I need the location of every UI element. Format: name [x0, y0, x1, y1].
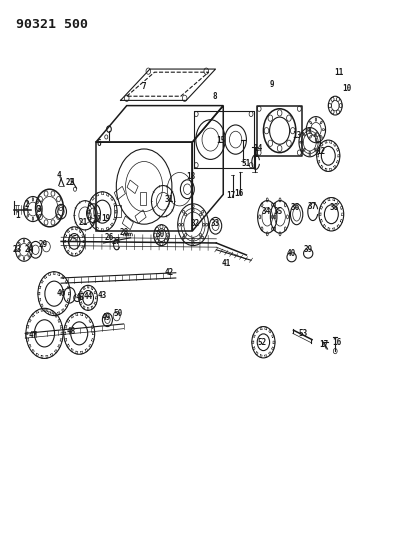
- Text: 11: 11: [335, 68, 344, 77]
- Text: 40: 40: [287, 249, 296, 258]
- Text: 28: 28: [120, 228, 129, 237]
- Text: 45: 45: [76, 293, 85, 302]
- Text: 34: 34: [261, 207, 270, 216]
- Text: 5: 5: [69, 179, 74, 188]
- Text: 49: 49: [102, 313, 111, 322]
- Text: 31: 31: [165, 195, 174, 204]
- Text: 7: 7: [141, 82, 146, 91]
- Text: 42: 42: [165, 268, 174, 277]
- Text: 14: 14: [253, 144, 263, 154]
- Bar: [127, 180, 138, 193]
- Text: 29: 29: [39, 240, 48, 249]
- Text: 53: 53: [299, 329, 308, 338]
- Text: 23: 23: [13, 245, 22, 254]
- Text: 13: 13: [292, 132, 301, 140]
- Text: 1: 1: [15, 211, 20, 220]
- Text: 9: 9: [270, 80, 275, 89]
- Text: 36: 36: [291, 204, 300, 213]
- Text: 8: 8: [212, 92, 217, 101]
- Text: 16: 16: [234, 189, 243, 198]
- Text: 4: 4: [56, 171, 61, 180]
- Text: 17: 17: [227, 191, 236, 200]
- Text: 27: 27: [112, 237, 121, 246]
- Text: 26: 26: [104, 233, 113, 243]
- Text: 3: 3: [36, 205, 41, 214]
- Text: 6: 6: [96, 139, 101, 148]
- Text: 44: 44: [84, 292, 93, 301]
- Text: 90321 500: 90321 500: [15, 19, 87, 31]
- Text: 21: 21: [78, 217, 88, 227]
- Text: 52: 52: [257, 338, 266, 347]
- Text: 12: 12: [316, 147, 325, 156]
- Text: 41: 41: [221, 260, 230, 269]
- Text: 47: 47: [28, 331, 37, 340]
- Bar: [135, 210, 146, 223]
- Text: 20: 20: [93, 215, 102, 224]
- Text: 35: 35: [273, 207, 283, 216]
- Text: 18: 18: [187, 172, 196, 181]
- Bar: [114, 187, 125, 200]
- Text: 19: 19: [102, 214, 111, 223]
- Text: 37: 37: [307, 202, 317, 211]
- Text: 17: 17: [319, 341, 328, 349]
- Text: 25: 25: [69, 235, 78, 244]
- Text: 51: 51: [242, 159, 251, 167]
- Text: 22: 22: [66, 179, 75, 188]
- Text: 33: 33: [211, 219, 220, 228]
- Bar: [122, 216, 134, 230]
- Text: 32: 32: [190, 219, 200, 228]
- Text: 10: 10: [342, 84, 351, 93]
- Text: 46: 46: [56, 289, 66, 298]
- Text: 50: 50: [113, 309, 123, 318]
- Text: 43: 43: [98, 290, 107, 300]
- Bar: [140, 192, 146, 205]
- Text: 15: 15: [216, 135, 225, 144]
- Text: 30: 30: [156, 230, 165, 239]
- Bar: [114, 205, 121, 217]
- Text: 24: 24: [24, 245, 33, 254]
- Text: 16: 16: [332, 338, 341, 347]
- Text: 38: 38: [329, 204, 339, 213]
- Text: 39: 39: [304, 245, 313, 254]
- Text: 48: 48: [67, 327, 76, 336]
- Text: 2: 2: [25, 200, 30, 209]
